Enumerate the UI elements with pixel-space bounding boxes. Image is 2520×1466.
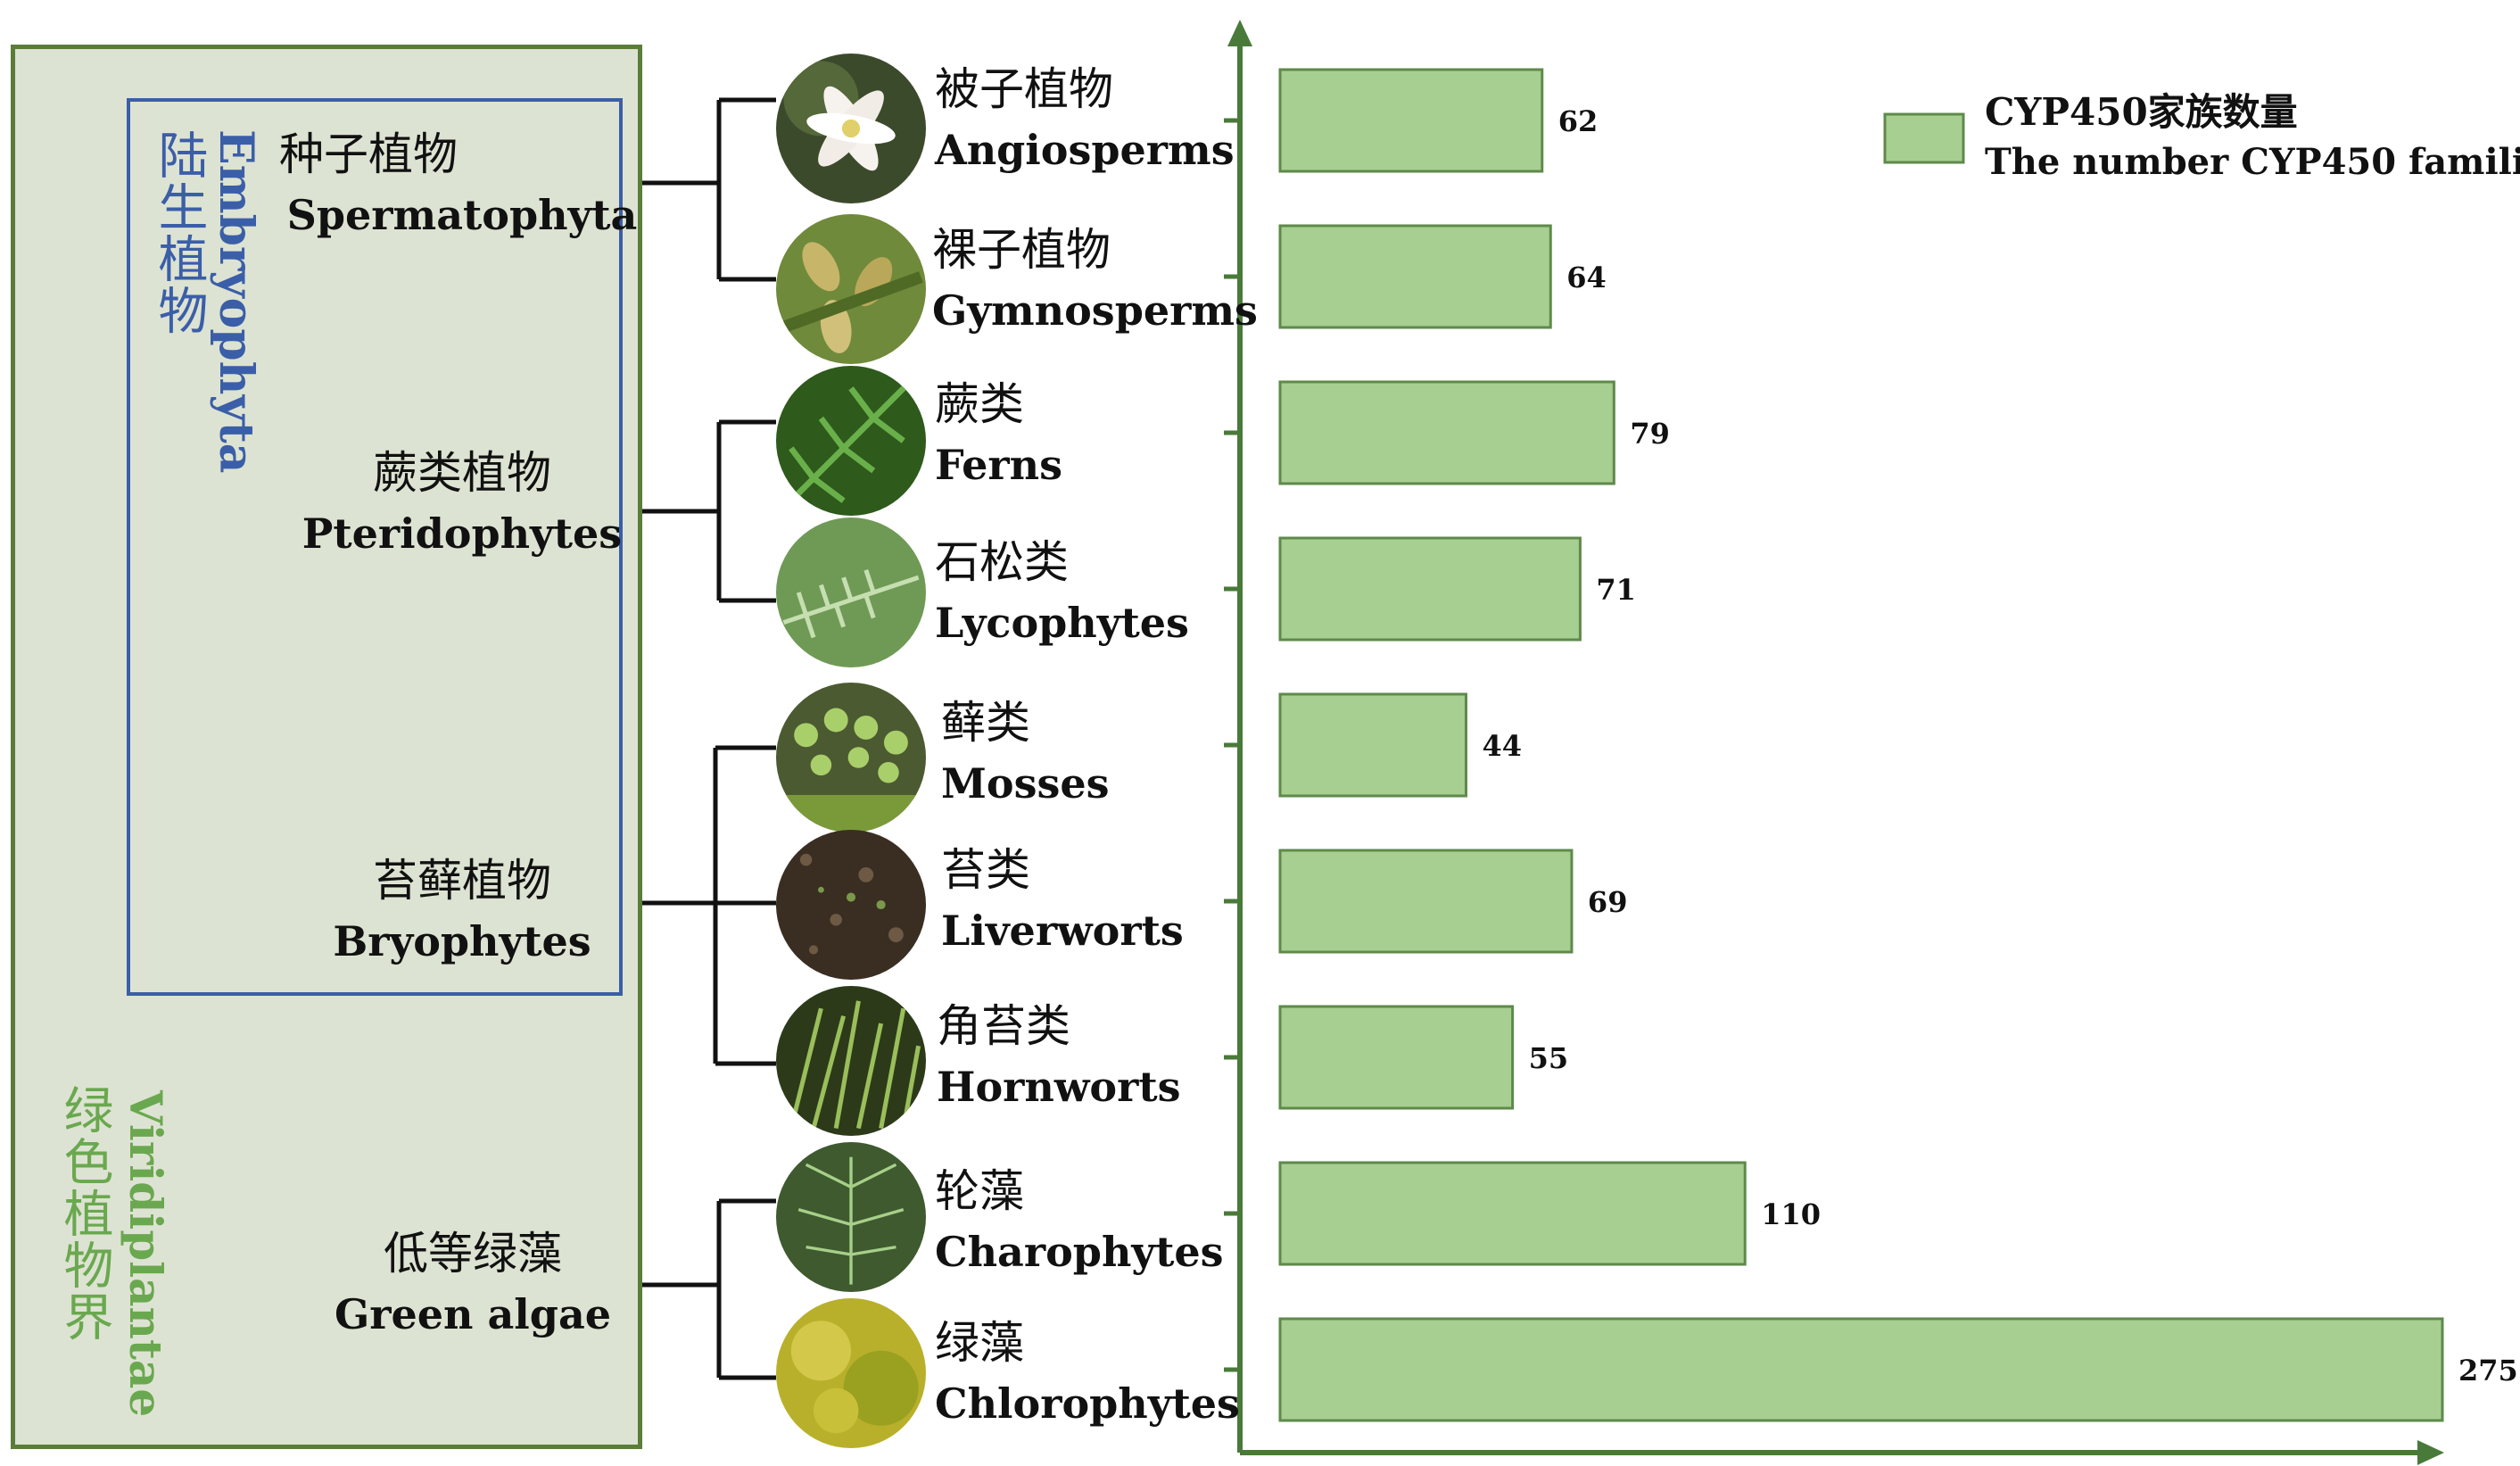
fern-frond-photo	[776, 366, 926, 516]
data-label-gymnosperms: 64	[1566, 261, 1607, 294]
kingdom-cn-label: 绿色植物界	[55, 1084, 113, 1343]
group-pteridophytes-en: Pteridophytes	[302, 509, 623, 558]
group-bryophytes-cn: 苔藓植物	[373, 855, 551, 907]
connector-pteridophytes	[642, 419, 776, 603]
taxon-en-lycophytes: Lycophytes	[935, 599, 1189, 647]
taxon-en-hornworts: Hornworts	[937, 1063, 1181, 1111]
tree-connectors	[642, 97, 776, 1380]
group-spermatophyta-en: Spermatophyta	[286, 191, 638, 239]
bar-angiosperms	[1278, 68, 1544, 173]
bar-group	[1278, 68, 2444, 1422]
connector-bryophytes	[642, 745, 776, 1066]
taxon-cn-charophytes: 轮藻	[935, 1165, 1024, 1217]
bar-mosses	[1278, 692, 1467, 798]
bar-hornworts	[1278, 1005, 1515, 1110]
lycophyte-sprig-photo	[776, 518, 926, 667]
legend-line2: The number CYP450 families	[1985, 141, 2520, 183]
green-algae-photo	[776, 1298, 926, 1448]
viridiplantae-panel	[11, 45, 642, 1449]
data-label-group: 62 64 79 71 44 69 55 110 275	[1482, 104, 2517, 1387]
chart-axes	[1224, 20, 2444, 1465]
bar-charophytes	[1278, 1161, 1747, 1266]
taxon-en-ferns: Ferns	[935, 441, 1062, 489]
embryophyta-box	[127, 98, 623, 996]
taxon-cn-mosses: 藓类	[941, 697, 1030, 749]
connector-spermatophyta	[642, 97, 776, 282]
data-label-hornworts: 55	[1529, 1041, 1569, 1075]
legend-swatch	[1883, 112, 1965, 164]
moss-capsules-photo	[776, 683, 926, 832]
group-pteridophytes-cn: 蕨类植物	[373, 447, 551, 499]
taxon-cn-ferns: 蕨类	[935, 378, 1024, 430]
group-green-algae-cn: 低等绿藻	[384, 1228, 562, 1280]
kingdom-en-label: Viridiplantae	[120, 1090, 172, 1418]
taxon-en-gymnosperms: Gymnosperms	[932, 286, 1258, 335]
taxon-cn-hornworts: 角苔类	[937, 1000, 1070, 1052]
taxon-en-angiosperms: Angiosperms	[935, 126, 1235, 174]
lily-flower-photo	[776, 54, 926, 203]
conifer-cone-photo	[776, 214, 926, 364]
bar-ferns	[1278, 380, 1615, 485]
legend-line1: CYP450家族数量	[1985, 90, 2298, 134]
taxon-cn-gymnosperms: 裸子植物	[932, 224, 1111, 276]
taxon-cn-lycophytes: 石松类	[935, 536, 1069, 588]
data-label-liverworts: 69	[1588, 885, 1628, 919]
group-green-algae-en: Green algae	[334, 1290, 612, 1338]
taxon-en-charophytes: Charophytes	[935, 1228, 1224, 1276]
hornwort-horns-photo	[776, 986, 926, 1136]
embryophyta-cn-label: 陆生植物	[150, 129, 208, 336]
liverwort-soil-photo	[776, 830, 926, 980]
data-label-mosses: 44	[1482, 729, 1522, 763]
charophyte-strands-photo	[776, 1142, 926, 1292]
taxon-en-chlorophytes: Chlorophytes	[935, 1379, 1240, 1428]
group-spermatophyta-cn: 种子植物	[279, 128, 458, 180]
data-label-lycophytes: 71	[1596, 573, 1636, 607]
x-axis-arrow	[2417, 1440, 2444, 1465]
taxon-cn-liverworts: 苔类	[941, 844, 1030, 896]
bar-lycophytes	[1278, 536, 1582, 642]
taxon-cn-chlorophytes: 绿藻	[935, 1317, 1024, 1369]
connector-green-algae	[642, 1198, 776, 1380]
bar-chlorophytes	[1278, 1317, 2444, 1422]
taxon-cn-angiosperms: 被子植物	[935, 63, 1113, 115]
bar-liverworts	[1278, 849, 1574, 954]
data-label-ferns: 79	[1630, 417, 1670, 451]
data-label-chlorophytes: 275	[2458, 1354, 2518, 1387]
data-label-angiosperms: 62	[1558, 104, 1599, 138]
taxon-en-mosses: Mosses	[941, 759, 1110, 808]
group-bryophytes-en: Bryophytes	[333, 917, 591, 965]
embryophyta-en-label: Embryophyta	[209, 129, 263, 474]
taxon-en-liverworts: Liverworts	[941, 907, 1184, 955]
bar-gymnosperms	[1278, 224, 1552, 329]
data-label-charophytes: 110	[1761, 1197, 1821, 1231]
legend-swatch-group	[1883, 112, 1965, 164]
y-axis-arrow	[1227, 20, 1252, 46]
